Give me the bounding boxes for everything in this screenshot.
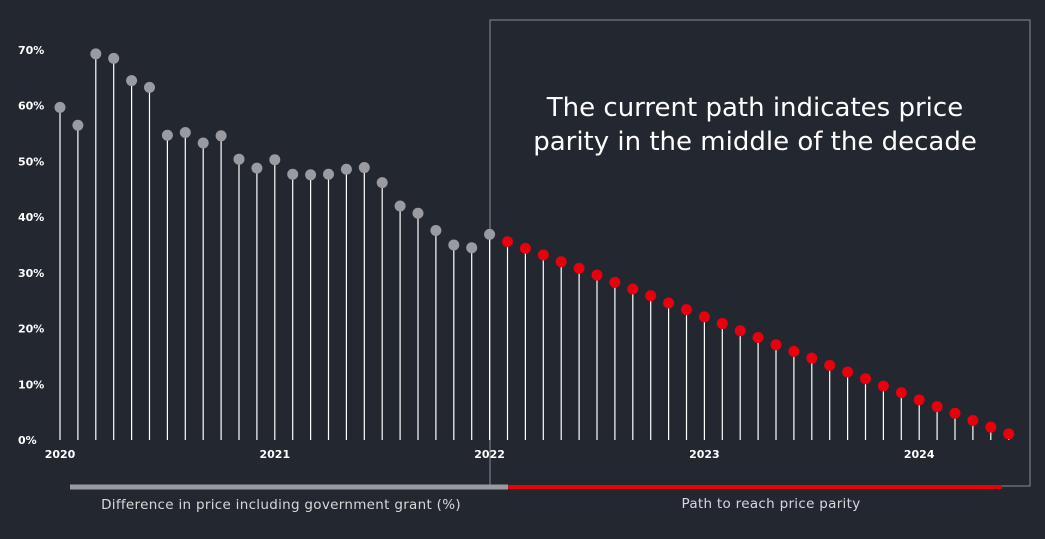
y-tick-label: 30% xyxy=(18,267,44,280)
data-point-historical xyxy=(144,81,155,93)
data-point-historical xyxy=(484,228,496,240)
data-point-projected xyxy=(788,345,800,357)
data-point-historical xyxy=(215,130,227,142)
data-point-projected xyxy=(895,387,907,399)
data-point-projected xyxy=(770,339,782,351)
y-tick-label: 0% xyxy=(18,434,37,447)
data-points xyxy=(54,48,1015,440)
data-point-projected xyxy=(716,318,728,330)
data-point-projected xyxy=(913,394,925,406)
x-tick-label: 2024 xyxy=(904,448,935,461)
data-point-historical xyxy=(448,239,460,251)
data-point-projected xyxy=(877,380,889,392)
x-tick-label: 2020 xyxy=(45,448,76,461)
data-point-projected xyxy=(537,249,549,261)
data-point-historical xyxy=(179,126,191,138)
data-point-historical xyxy=(197,137,209,149)
data-point-historical xyxy=(394,200,406,212)
data-point-historical xyxy=(340,163,352,175)
data-point-projected xyxy=(949,407,961,419)
data-point-historical xyxy=(376,177,388,189)
y-tick-label: 10% xyxy=(18,378,44,391)
data-point-historical xyxy=(251,162,263,174)
legend-label-projected: Path to reach price parity xyxy=(681,496,860,512)
data-point-projected xyxy=(931,401,943,413)
annotation-line: parity in the middle of the decade xyxy=(533,127,977,157)
data-point-projected xyxy=(609,276,621,288)
data-point-historical xyxy=(90,48,102,60)
x-tick-label: 2021 xyxy=(259,448,290,461)
data-point-projected xyxy=(681,304,692,316)
data-point-projected xyxy=(663,297,675,309)
data-point-historical xyxy=(466,242,478,254)
data-point-historical xyxy=(269,154,281,166)
data-point-projected xyxy=(860,373,871,385)
data-point-historical xyxy=(323,168,334,180)
legend-label-historical: Difference in price including government… xyxy=(101,497,461,513)
data-point-historical xyxy=(287,168,299,180)
stems xyxy=(59,53,1010,440)
x-axis: 2020 2021 2022 2023 2024 xyxy=(45,448,935,461)
data-point-historical xyxy=(233,153,245,165)
annotation-line: The current path indicates price xyxy=(546,93,963,123)
y-tick-label: 50% xyxy=(18,155,44,168)
data-point-projected xyxy=(734,325,746,337)
data-point-projected xyxy=(806,352,818,364)
data-point-projected xyxy=(698,311,710,323)
y-tick-label: 60% xyxy=(18,100,44,113)
y-tick-label: 40% xyxy=(18,211,44,224)
data-point-projected xyxy=(502,236,513,248)
data-point-projected xyxy=(967,415,979,426)
data-point-historical xyxy=(305,169,317,181)
data-point-historical xyxy=(358,162,370,174)
data-point-projected xyxy=(519,242,531,254)
data-point-historical xyxy=(72,119,84,131)
annotation: The current path indicates price parity i… xyxy=(533,93,977,157)
data-point-projected xyxy=(591,269,603,281)
data-point-projected xyxy=(752,331,764,343)
data-point-historical xyxy=(430,225,442,237)
y-tick-label: 70% xyxy=(18,44,44,57)
y-tick-label: 20% xyxy=(18,323,44,336)
data-point-projected xyxy=(555,256,567,268)
data-point-projected xyxy=(627,283,639,295)
data-point-projected xyxy=(824,359,836,371)
data-point-projected xyxy=(573,262,585,274)
data-point-projected xyxy=(645,290,657,302)
data-point-historical xyxy=(54,101,66,113)
data-point-historical xyxy=(412,207,424,219)
data-point-historical xyxy=(161,129,173,141)
data-point-historical xyxy=(126,75,138,87)
legend: Difference in price including government… xyxy=(70,481,1002,513)
data-point-projected xyxy=(985,421,997,433)
x-tick-label: 2023 xyxy=(689,448,720,461)
data-point-historical xyxy=(108,52,120,64)
data-point-projected xyxy=(1003,428,1015,440)
x-tick-label: 2022 xyxy=(474,448,505,461)
y-axis: 0% 10% 20% 30% 40% 50% 60% 70% xyxy=(18,44,44,447)
data-point-projected xyxy=(842,366,854,378)
